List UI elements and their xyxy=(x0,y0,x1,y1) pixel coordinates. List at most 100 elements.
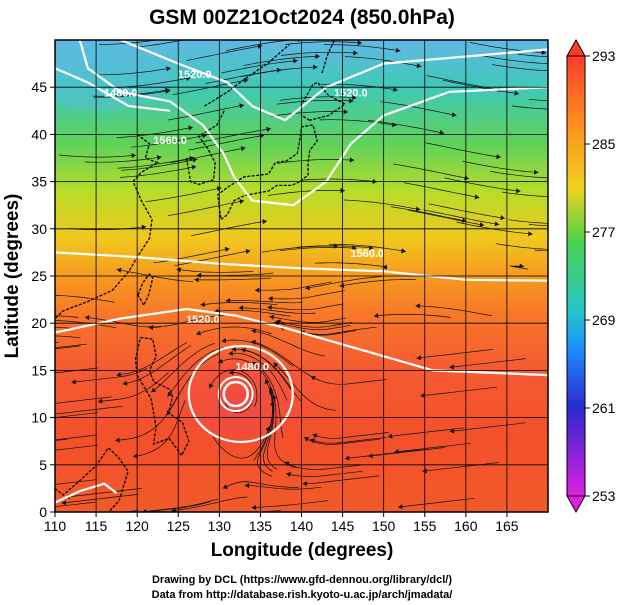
x-axis: 110 115 120 125 130 135 140 145 150 155 160 165 xyxy=(44,512,519,534)
streamline-arrowhead xyxy=(19,486,24,491)
streamline-arrowhead xyxy=(293,58,298,64)
streamline-arrowhead xyxy=(312,433,318,439)
streamline-arrowhead xyxy=(601,96,606,101)
streamline xyxy=(196,326,272,335)
streamline xyxy=(116,126,193,138)
streamline xyxy=(194,277,272,281)
streamline-arrowhead xyxy=(115,437,120,443)
contour-line xyxy=(55,482,118,504)
streamline xyxy=(115,396,178,441)
streamline-arrowhead xyxy=(192,157,198,163)
streamline-arrowhead xyxy=(245,248,251,254)
streamline xyxy=(241,66,318,77)
streamline xyxy=(191,220,268,237)
streamline-arrowhead xyxy=(269,314,275,320)
streamline xyxy=(390,206,467,222)
streamline xyxy=(489,170,548,179)
credit-drawing: Drawing by DCL (https://www.gfd-dennou.o… xyxy=(152,574,452,586)
streamline-arrowhead xyxy=(343,109,348,115)
streamline xyxy=(449,358,526,368)
streamline-arrowhead xyxy=(238,305,244,311)
streamline-arrowhead xyxy=(357,40,362,46)
streamline-arrowhead xyxy=(255,287,260,293)
streamline-arrowhead xyxy=(133,453,138,459)
streamline-arrowhead xyxy=(196,272,202,278)
streamline-arrowhead xyxy=(265,426,271,432)
streamline-arrowhead xyxy=(156,155,162,161)
streamline xyxy=(218,358,276,403)
low-pressure-inner-ring xyxy=(217,376,254,412)
y-tick-label: 35 xyxy=(31,174,47,190)
contour-line xyxy=(55,67,171,112)
streamline xyxy=(148,314,225,328)
x-tick-label: 135 xyxy=(249,518,273,534)
streamline xyxy=(169,147,246,164)
x-tick-label: 155 xyxy=(413,518,437,534)
x-tick-label: 145 xyxy=(331,518,355,534)
streamline-arrowhead xyxy=(461,217,467,223)
x-tick-label: 165 xyxy=(495,518,519,534)
colorbar-tick-label: 261 xyxy=(592,400,616,416)
streamline xyxy=(55,343,87,349)
streamline-arrowhead xyxy=(496,154,501,160)
streamline xyxy=(212,426,270,459)
contour-label: 1520.0 xyxy=(186,314,220,326)
streamline xyxy=(55,412,98,418)
streamline-arrowhead xyxy=(185,75,191,81)
streamline-arrowhead xyxy=(116,267,122,273)
coastline xyxy=(137,273,154,307)
streamline xyxy=(323,44,401,52)
streamline-arrowhead xyxy=(416,355,421,361)
streamline-arrowhead xyxy=(188,125,193,131)
streamline xyxy=(495,243,548,250)
streamline xyxy=(286,470,363,477)
coastline xyxy=(55,446,129,512)
streamline xyxy=(529,224,548,227)
streamline xyxy=(122,345,192,385)
contour-label: 1520.0 xyxy=(334,88,368,100)
coastline xyxy=(321,40,335,74)
streamline-arrowhead xyxy=(84,315,90,321)
streamline xyxy=(261,245,339,253)
y-axis: 0 5 10 15 20 25 30 35 40 45 xyxy=(31,79,55,520)
credit-data: Data from http://database.rish.kyoto-u.a… xyxy=(152,589,453,601)
streamline xyxy=(443,79,520,95)
colorbar-tick-label: 277 xyxy=(592,224,616,240)
streamline xyxy=(176,268,254,273)
streamline-arrowhead xyxy=(164,87,170,93)
streamline-arrowhead xyxy=(344,455,350,461)
x-tick-label: 130 xyxy=(208,518,232,534)
streamline-arrowhead xyxy=(451,112,457,118)
streamline-arrowhead xyxy=(494,221,500,227)
streamline-arrowhead xyxy=(240,146,246,152)
streamline-arrowhead xyxy=(313,64,318,70)
streamline-arrowhead xyxy=(273,362,279,368)
streamline-arrowhead xyxy=(368,453,373,459)
streamline-arrowhead xyxy=(500,215,505,221)
streamline-arrowhead xyxy=(304,437,310,442)
coastline xyxy=(134,336,190,457)
streamline-arrowhead xyxy=(116,372,122,378)
streamline xyxy=(168,200,245,216)
streamline-arrowhead xyxy=(194,277,199,283)
streamline-arrowhead xyxy=(221,338,227,344)
streamline-arrowhead xyxy=(251,504,257,510)
streamline xyxy=(339,279,417,287)
y-tick-label: 45 xyxy=(31,79,47,95)
streamline xyxy=(456,221,533,235)
streamline xyxy=(280,51,358,56)
colorbar-top-arrow xyxy=(566,38,586,57)
streamline xyxy=(267,303,344,311)
streamline xyxy=(94,67,171,76)
x-tick-label: 120 xyxy=(125,518,149,534)
streamline xyxy=(408,209,485,226)
streamline xyxy=(55,501,96,508)
streamline-arrowhead xyxy=(257,43,263,49)
streamline-arrowhead xyxy=(401,248,406,254)
streamline xyxy=(449,422,527,432)
streamline xyxy=(228,352,288,401)
streamline xyxy=(55,320,117,329)
streamline xyxy=(344,199,421,211)
streamline xyxy=(387,427,465,437)
streamline-arrowhead xyxy=(210,32,215,37)
